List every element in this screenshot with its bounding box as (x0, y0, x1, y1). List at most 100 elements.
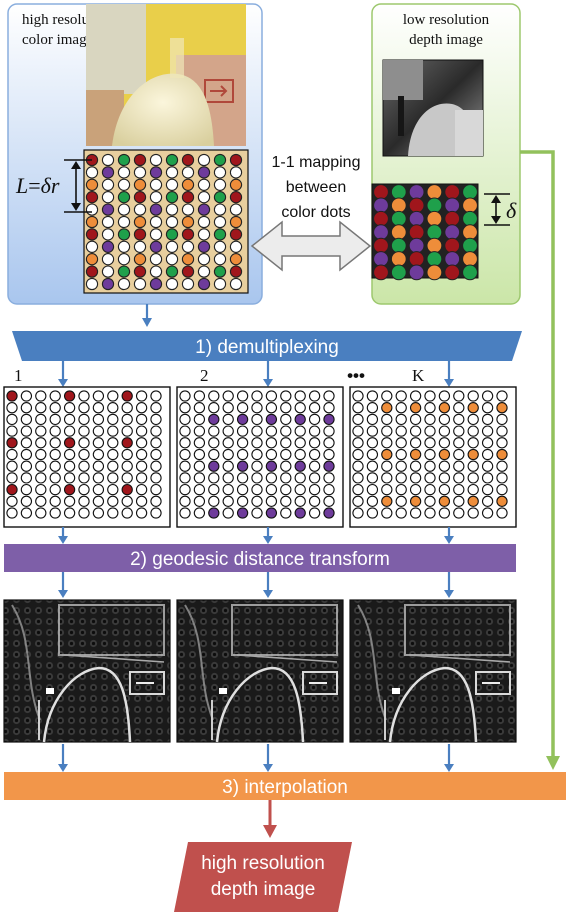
channel-dot (467, 460, 479, 472)
channel-dot (352, 472, 364, 484)
channel-dot (63, 460, 76, 472)
channel-dot (35, 472, 47, 484)
color-dot (85, 191, 99, 204)
channel-dot (409, 472, 422, 484)
color-dot (197, 166, 211, 179)
channel-dot (265, 448, 278, 461)
channel-dot (308, 390, 321, 402)
color-dot (165, 191, 179, 204)
channel-dot (438, 483, 451, 496)
color-dot (229, 240, 243, 253)
gdt-arrows-bottom (58, 572, 454, 598)
depth-dot (444, 251, 461, 267)
color-photo (86, 4, 246, 146)
channel-dot (236, 460, 249, 472)
channel-dot (280, 507, 292, 519)
channel-dot (424, 448, 436, 461)
channel-dot (92, 402, 105, 414)
down-arrow-icon (58, 536, 68, 544)
color-dot (197, 265, 211, 278)
color-dot (149, 215, 163, 229)
channel-dot (265, 460, 278, 472)
channel-dot (481, 460, 494, 472)
channel-dot (236, 495, 249, 507)
channel-dot (481, 402, 494, 414)
channel-dot (135, 495, 148, 507)
color-dot (149, 178, 163, 191)
depth-dot (390, 251, 407, 267)
channel-dot (92, 437, 105, 449)
color-dot (117, 240, 131, 253)
channel-dot (467, 413, 479, 426)
channel-dot (20, 472, 33, 484)
depth-dot (390, 224, 407, 241)
channel-dot (323, 448, 335, 461)
channel-dot (92, 483, 105, 496)
down-arrow-icon (263, 536, 273, 544)
color-dot (101, 178, 115, 191)
depth-dot (426, 237, 443, 254)
channel-dot (323, 390, 335, 402)
channel-dot (150, 413, 162, 426)
color-dot (117, 178, 131, 191)
color-dot (165, 178, 179, 191)
channel-dot (35, 437, 47, 449)
color-dot (101, 277, 115, 291)
channel-dot (280, 448, 292, 461)
color-dot (133, 228, 147, 241)
channel-dot (453, 495, 465, 507)
color-dot (181, 203, 195, 216)
channel-dot (135, 425, 148, 437)
channel-dot (424, 437, 436, 449)
channel-dot (135, 402, 148, 414)
channel-dot (366, 425, 379, 437)
color-dot (165, 153, 179, 167)
color-dot (229, 166, 243, 179)
channel-dot (193, 413, 206, 426)
scale-label-eq: = (28, 173, 40, 198)
channel-dot (438, 413, 451, 426)
channel-dot (366, 460, 379, 472)
channel-dot (6, 425, 18, 437)
demultiplexing-label: 1) demultiplexing (195, 337, 339, 358)
depth-dot (390, 237, 407, 254)
svg-text:L=δr: L=δr (15, 173, 60, 198)
channel-dot (424, 483, 436, 496)
channel-dot (6, 507, 18, 519)
interpolation-step: 3) interpolation (4, 772, 566, 800)
color-dot (117, 277, 131, 291)
color-dot (165, 240, 179, 253)
channel-dot (121, 413, 133, 426)
depth-dot (444, 197, 461, 214)
channel-dot (381, 413, 393, 426)
channel-dot (121, 460, 133, 472)
channel-dot (294, 437, 306, 449)
mapping-label-line1: 1-1 mapping (272, 154, 361, 171)
channel-dot (6, 448, 18, 461)
channel-dot (179, 402, 191, 414)
color-dot (165, 228, 179, 241)
channel-label-1: 1 (14, 366, 23, 385)
channel-dot (381, 472, 393, 484)
channel-dot (294, 483, 306, 496)
channel-dot (121, 472, 133, 484)
color-dot (117, 215, 131, 229)
color-dot (85, 215, 99, 229)
channel-dot (352, 460, 364, 472)
channel-dot (308, 460, 321, 472)
color-dot (117, 265, 131, 278)
depth-dot (444, 210, 461, 227)
color-dot (165, 203, 179, 216)
color-dot (101, 191, 115, 204)
channel-dot (78, 448, 90, 461)
depth-dot (408, 237, 425, 254)
channel-grid-2 (176, 386, 344, 528)
color-dot (133, 277, 147, 291)
channel-dot (366, 507, 379, 519)
channel-label-K: K (412, 366, 425, 385)
channel-dot (323, 425, 335, 437)
channel-dot (150, 472, 162, 484)
down-arrow-icon (444, 590, 454, 598)
channel-dot (265, 495, 278, 507)
channel-dot (193, 425, 206, 437)
